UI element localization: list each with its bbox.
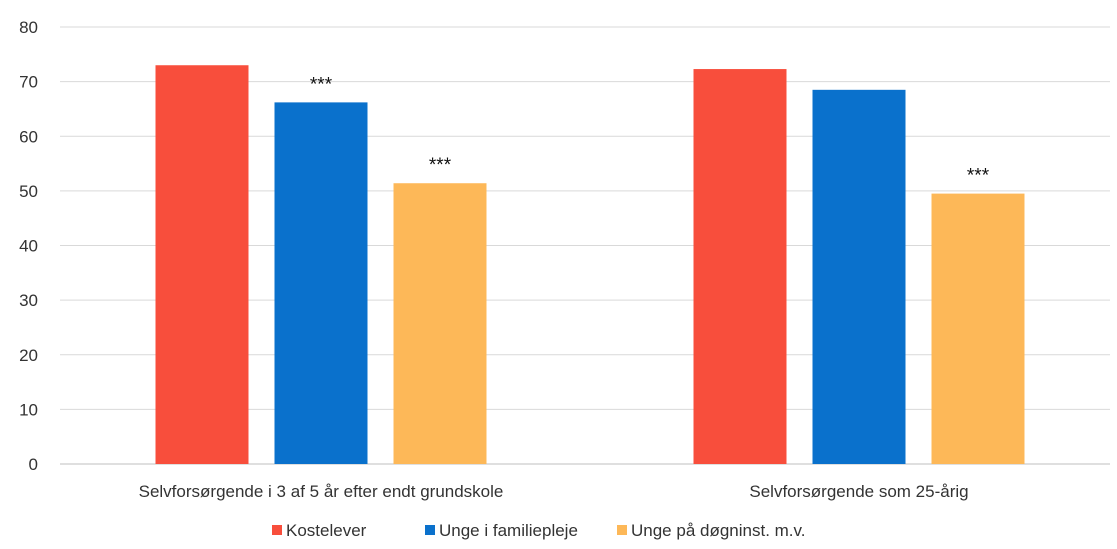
y-tick-label: 70 <box>19 73 38 92</box>
significance-marker: *** <box>310 74 333 95</box>
significance-annotations: *** *** *** <box>310 74 990 186</box>
bar <box>274 102 368 464</box>
y-tick-label: 30 <box>19 291 38 310</box>
legend: Kostelever Unge i familiepleje Unge på døg… <box>272 521 806 540</box>
bar <box>693 69 787 464</box>
legend-item: Unge i familiepleje <box>425 521 578 540</box>
y-tick-label: 50 <box>19 182 38 201</box>
y-tick-label: 0 <box>29 455 38 474</box>
legend-label: Unge på døgninst. m.v. <box>631 521 806 540</box>
y-axis-tick-labels: 0 10 20 30 40 50 60 70 80 <box>19 18 38 474</box>
bar <box>393 183 487 465</box>
x-category-label: Selvforsørgende som 25-årig <box>749 482 968 501</box>
legend-label: Kostelever <box>286 521 367 540</box>
y-tick-label: 10 <box>19 400 38 419</box>
x-axis-category-labels: Selvforsørgende i 3 af 5 år efter endt g… <box>139 482 969 501</box>
bar <box>931 193 1025 464</box>
legend-label: Unge i familiepleje <box>439 521 578 540</box>
y-tick-label: 20 <box>19 346 38 365</box>
significance-marker: *** <box>967 166 990 187</box>
bars <box>155 65 1025 465</box>
legend-swatch <box>425 525 435 535</box>
legend-item: Kostelever <box>272 521 367 540</box>
significance-marker: *** <box>429 155 452 176</box>
bar <box>155 65 249 465</box>
bar <box>812 89 906 464</box>
legend-swatch <box>272 525 282 535</box>
y-tick-label: 40 <box>19 237 38 256</box>
y-tick-label: 60 <box>19 127 38 146</box>
x-category-label: Selvforsørgende i 3 af 5 år efter endt g… <box>139 482 504 501</box>
legend-item: Unge på døgninst. m.v. <box>617 521 806 540</box>
y-tick-label: 80 <box>19 18 38 37</box>
legend-swatch <box>617 525 627 535</box>
